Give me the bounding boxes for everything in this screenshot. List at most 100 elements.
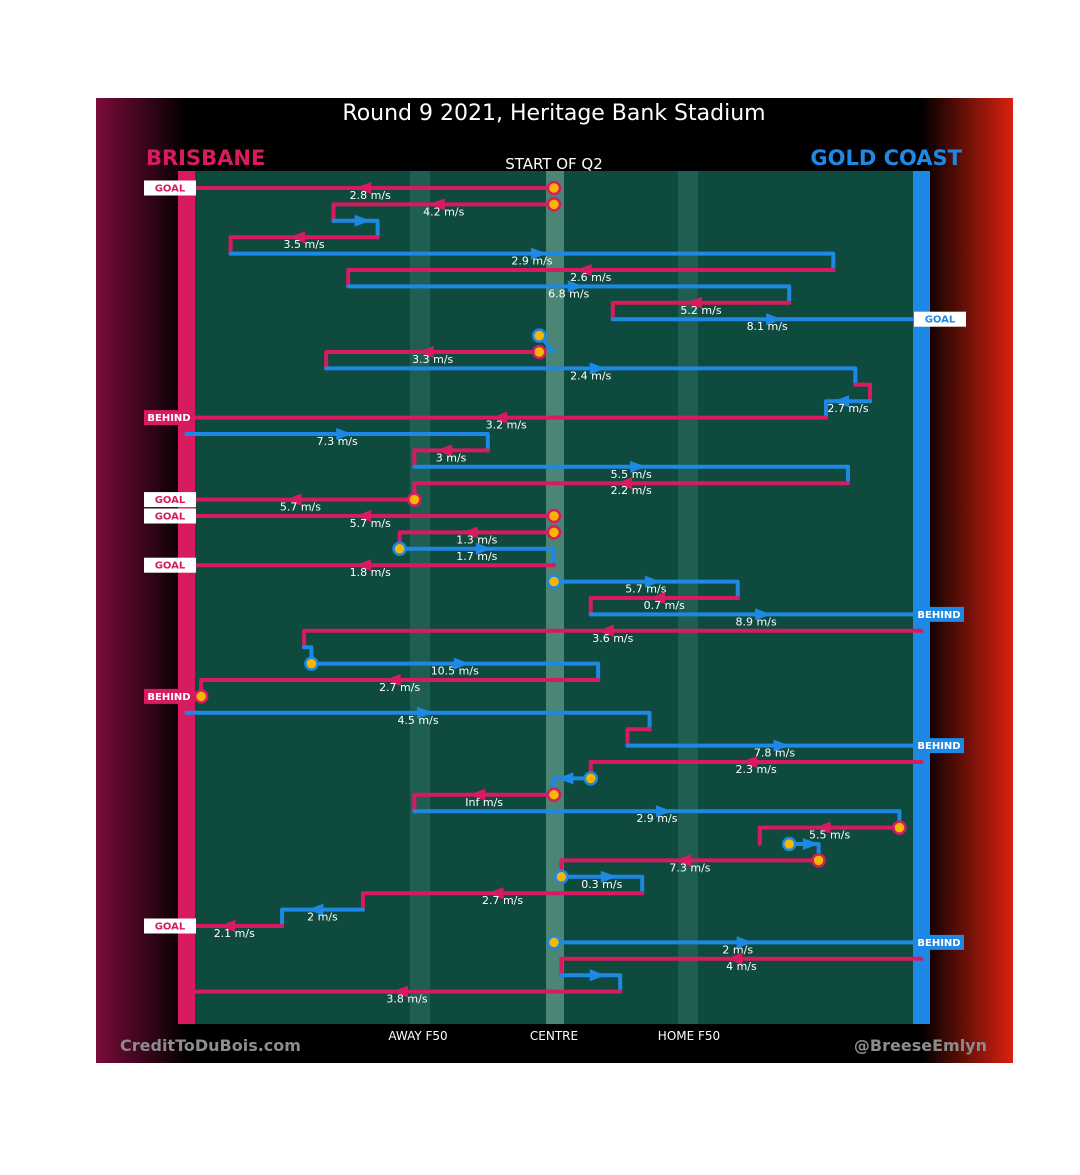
chain-path bbox=[302, 628, 924, 650]
chain-start-marker bbox=[193, 689, 209, 704]
x-tick-home-f50: HOME F50 bbox=[658, 1029, 720, 1043]
chain-path bbox=[412, 448, 490, 469]
chain-speed-label: 7.3 m/s bbox=[669, 861, 710, 874]
chain-start-marker bbox=[407, 492, 422, 507]
chain-speed-label: 3.2 m/s bbox=[486, 419, 527, 432]
chain-arrow bbox=[307, 903, 324, 916]
chain-arrow bbox=[392, 985, 408, 998]
chain-arrow bbox=[600, 870, 617, 883]
chain-start-marker bbox=[546, 508, 562, 524]
outcome-tag bbox=[144, 410, 194, 426]
chain-start-marker bbox=[546, 525, 562, 540]
chain-path bbox=[412, 464, 850, 486]
chain-speed-label: 4.5 m/s bbox=[397, 714, 438, 727]
chain-speed-label: 4.2 m/s bbox=[423, 205, 464, 218]
chain-arrow bbox=[649, 592, 666, 604]
chain-arrow bbox=[355, 510, 372, 522]
chain-arrow bbox=[384, 674, 401, 686]
chain-path bbox=[559, 973, 623, 994]
chain-path bbox=[228, 235, 380, 256]
chain-path bbox=[588, 596, 740, 617]
chain-start-marker bbox=[532, 344, 547, 360]
chain-path bbox=[309, 661, 601, 682]
team-left-label: BRISBANE bbox=[146, 146, 265, 170]
chain-start-marker bbox=[392, 541, 407, 557]
credit-right: @BreeseEmlyn bbox=[854, 1036, 987, 1055]
outcome-tag-label: BEHIND bbox=[147, 413, 190, 424]
chain-speed-label: 8.9 m/s bbox=[736, 615, 777, 628]
outcome-tag-label: BEHIND bbox=[917, 938, 960, 949]
chain-arrow bbox=[736, 936, 753, 949]
chain-arrow bbox=[630, 460, 647, 473]
chain-speed-label: 3.3 m/s bbox=[412, 353, 453, 366]
chain-speed-label: 2.4 m/s bbox=[570, 369, 611, 382]
chain-arrow bbox=[475, 542, 492, 555]
x-tick-away-f50: AWAY F50 bbox=[388, 1029, 447, 1043]
outcome-tag bbox=[144, 688, 194, 704]
chain-arrow bbox=[289, 231, 306, 244]
outcome-tag-label: GOAL bbox=[925, 315, 956, 326]
outcome-tag bbox=[914, 934, 964, 950]
chain-start-marker bbox=[532, 328, 547, 343]
chain-speed-label: 2.8 m/s bbox=[350, 189, 391, 202]
chain-path bbox=[331, 202, 556, 223]
team-right-label: GOLD COAST bbox=[810, 146, 962, 170]
chain-path bbox=[331, 218, 380, 240]
chain-start-marker bbox=[546, 180, 562, 196]
chain-speed-label: 4 m/s bbox=[726, 960, 757, 973]
outcome-tag bbox=[914, 311, 966, 327]
chart-subtitle: START OF Q2 bbox=[505, 155, 603, 173]
outcome-tag-label: GOAL bbox=[155, 512, 186, 523]
chain-speed-label: 7.3 m/s bbox=[317, 435, 358, 448]
outcome-tag-label: GOAL bbox=[155, 184, 186, 195]
chain-start-marker bbox=[811, 853, 826, 868]
chain-start-marker bbox=[583, 771, 598, 786]
chain-speed-label: 3.5 m/s bbox=[284, 238, 325, 251]
chain-path bbox=[228, 251, 836, 272]
chain-arrow bbox=[354, 214, 371, 227]
chain-speed-label: Inf m/s bbox=[465, 796, 503, 809]
outcome-tag-label: BEHIND bbox=[917, 741, 960, 752]
chain-arrow bbox=[285, 493, 302, 506]
chain-arrow bbox=[417, 706, 434, 719]
chain-speed-label: 5.5 m/s bbox=[809, 829, 850, 842]
chain-arrow bbox=[741, 756, 758, 768]
possession-chains: 2.8 m/s GOAL 4.2 m/s 3.5 m/s 2.9 m/s 2.6 m/s 6… bbox=[144, 180, 966, 1006]
chain-arrow bbox=[336, 428, 353, 440]
chain-arrow bbox=[461, 526, 478, 539]
away-f50-line bbox=[410, 171, 430, 1024]
chain-arrow bbox=[833, 395, 849, 408]
chain-speed-label: 2.7 m/s bbox=[827, 402, 868, 415]
chain-speed-label: 3 m/s bbox=[436, 451, 467, 464]
chain-start-marker bbox=[546, 787, 562, 803]
chain-arrow bbox=[655, 805, 672, 818]
chain-arrow bbox=[355, 559, 372, 572]
chain-start-marker bbox=[892, 820, 907, 835]
chain-path bbox=[412, 792, 556, 814]
outcome-tag bbox=[144, 918, 196, 934]
outcome-tag-label: GOAL bbox=[155, 922, 186, 933]
chain-speed-label: 2.7 m/s bbox=[379, 681, 420, 694]
chain-start-marker bbox=[546, 935, 562, 950]
chain-speed-label: 0.3 m/s bbox=[581, 878, 622, 891]
chain-arrow bbox=[773, 739, 790, 752]
outcome-tag bbox=[144, 557, 196, 573]
chain-arrow bbox=[557, 772, 574, 785]
chain-arrow bbox=[530, 247, 547, 260]
chain-path bbox=[552, 579, 740, 600]
chain-path bbox=[346, 268, 836, 289]
chain-speed-label: 0.7 m/s bbox=[644, 599, 685, 612]
x-tick-centre: CENTRE bbox=[530, 1029, 578, 1043]
chain-arrow bbox=[766, 313, 783, 326]
chain-path bbox=[184, 710, 652, 732]
chain-speed-label: 2.9 m/s bbox=[636, 812, 677, 825]
chain-speed-label: 5.2 m/s bbox=[680, 304, 721, 317]
brisbane-goal-line bbox=[178, 171, 195, 1024]
outcome-tag bbox=[914, 738, 964, 754]
chain-path bbox=[823, 399, 873, 420]
chain-arrow bbox=[567, 280, 584, 293]
chain-speed-label: 1.8 m/s bbox=[350, 566, 391, 579]
chain-arrow bbox=[469, 788, 486, 801]
outcome-tag-label: BEHIND bbox=[147, 692, 190, 703]
chain-speed-label: 2.1 m/s bbox=[214, 927, 255, 940]
